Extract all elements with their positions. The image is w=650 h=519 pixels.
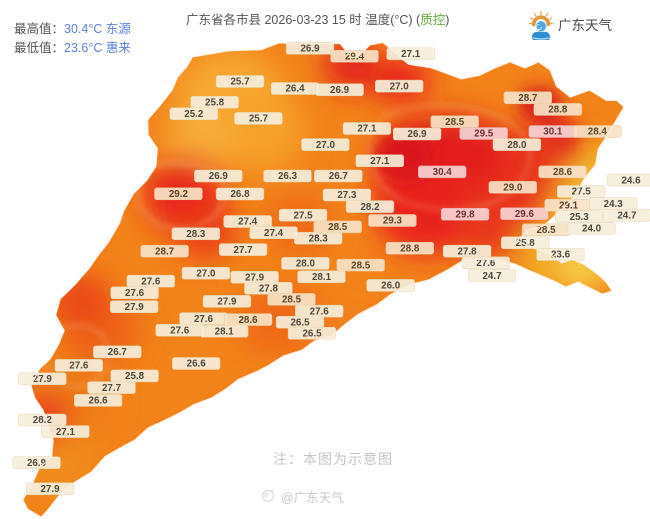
svg-text:28.5: 28.5 <box>328 222 348 233</box>
svg-text:27.3: 27.3 <box>337 190 357 201</box>
svg-text:26.4: 26.4 <box>285 84 305 95</box>
svg-text:25.3: 25.3 <box>570 212 590 223</box>
svg-text:27.6: 27.6 <box>69 361 89 372</box>
svg-text:27.0: 27.0 <box>390 81 410 92</box>
svg-text:30.4: 30.4 <box>433 167 453 178</box>
svg-text:27.7: 27.7 <box>234 245 254 256</box>
svg-text:26.9: 26.9 <box>27 458 47 469</box>
svg-text:28.8: 28.8 <box>548 105 568 116</box>
svg-text:27.0: 27.0 <box>196 268 216 279</box>
svg-text:26.7: 26.7 <box>329 171 349 182</box>
svg-text:27.1: 27.1 <box>357 124 377 135</box>
svg-text:26.3: 26.3 <box>278 171 298 182</box>
svg-text:24.6: 24.6 <box>621 175 641 186</box>
svg-text:24.3: 24.3 <box>604 199 624 210</box>
svg-text:27.1: 27.1 <box>401 49 421 60</box>
svg-text:29.0: 29.0 <box>503 183 523 194</box>
svg-text:25.7: 25.7 <box>230 77 250 88</box>
svg-text:28.7: 28.7 <box>518 93 538 104</box>
svg-text:24.7: 24.7 <box>482 271 502 282</box>
svg-text:25.8: 25.8 <box>125 371 145 382</box>
svg-text:29.2: 29.2 <box>169 189 189 200</box>
svg-text:28.0: 28.0 <box>296 259 316 270</box>
svg-text:28.3: 28.3 <box>309 233 329 244</box>
svg-text:28.6: 28.6 <box>553 167 573 178</box>
svg-text:27.9: 27.9 <box>40 484 60 495</box>
svg-text:26.6: 26.6 <box>187 359 207 370</box>
svg-text:28.5: 28.5 <box>445 117 465 128</box>
svg-text:25.7: 25.7 <box>249 114 269 125</box>
svg-text:27.9: 27.9 <box>245 272 265 283</box>
svg-text:26.9: 26.9 <box>408 129 428 140</box>
svg-text:28.5: 28.5 <box>282 295 302 306</box>
svg-text:29.8: 29.8 <box>456 210 476 221</box>
svg-text:28.7: 28.7 <box>155 246 175 257</box>
svg-text:26.9: 26.9 <box>209 171 229 182</box>
svg-text:23.6: 23.6 <box>551 250 571 261</box>
svg-text:26.8: 26.8 <box>230 189 250 200</box>
svg-text:27.9: 27.9 <box>125 302 145 313</box>
svg-text:27.6: 27.6 <box>170 325 190 336</box>
svg-text:27.6: 27.6 <box>194 314 214 325</box>
svg-text:28.2: 28.2 <box>360 202 380 213</box>
svg-text:26.5: 26.5 <box>302 329 322 340</box>
svg-text:27.8: 27.8 <box>458 246 478 257</box>
svg-text:28.0: 28.0 <box>507 140 527 151</box>
svg-text:24.7: 24.7 <box>617 210 637 221</box>
svg-text:26.7: 26.7 <box>108 347 128 358</box>
svg-text:30.1: 30.1 <box>543 127 563 138</box>
svg-text:28.4: 28.4 <box>588 127 608 138</box>
svg-text:29.6: 29.6 <box>515 209 535 220</box>
svg-text:29.3: 29.3 <box>383 216 403 227</box>
svg-text:24.0: 24.0 <box>582 224 602 235</box>
svg-text:28.5: 28.5 <box>351 260 371 271</box>
svg-text:27.6: 27.6 <box>125 288 145 299</box>
svg-text:29.5: 29.5 <box>474 129 494 140</box>
svg-text:27.1: 27.1 <box>56 427 76 438</box>
svg-text:26.9: 26.9 <box>300 44 320 55</box>
svg-text:28.3: 28.3 <box>186 229 206 240</box>
svg-text:26.0: 26.0 <box>381 281 401 292</box>
svg-text:28.2: 28.2 <box>33 415 53 426</box>
svg-text:27.7: 27.7 <box>102 383 122 394</box>
svg-text:27.4: 27.4 <box>264 228 284 239</box>
svg-text:27.0: 27.0 <box>316 140 336 151</box>
svg-text:25.2: 25.2 <box>184 109 204 120</box>
svg-text:28.8: 28.8 <box>400 243 420 254</box>
svg-text:27.1: 27.1 <box>370 156 390 167</box>
svg-text:27.5: 27.5 <box>293 210 313 221</box>
svg-text:27.8: 27.8 <box>259 284 279 295</box>
svg-text:26.5: 26.5 <box>290 317 310 328</box>
svg-text:27.4: 27.4 <box>238 217 258 228</box>
svg-text:28.6: 28.6 <box>238 315 258 326</box>
svg-text:26.9: 26.9 <box>330 85 350 96</box>
svg-text:25.8: 25.8 <box>205 98 225 109</box>
svg-text:27.9: 27.9 <box>217 297 237 308</box>
svg-text:26.6: 26.6 <box>89 396 109 407</box>
svg-text:27.6: 27.6 <box>141 276 161 287</box>
svg-text:28.1: 28.1 <box>312 272 332 283</box>
svg-text:28.1: 28.1 <box>215 326 235 337</box>
svg-text:27.6: 27.6 <box>310 306 330 317</box>
